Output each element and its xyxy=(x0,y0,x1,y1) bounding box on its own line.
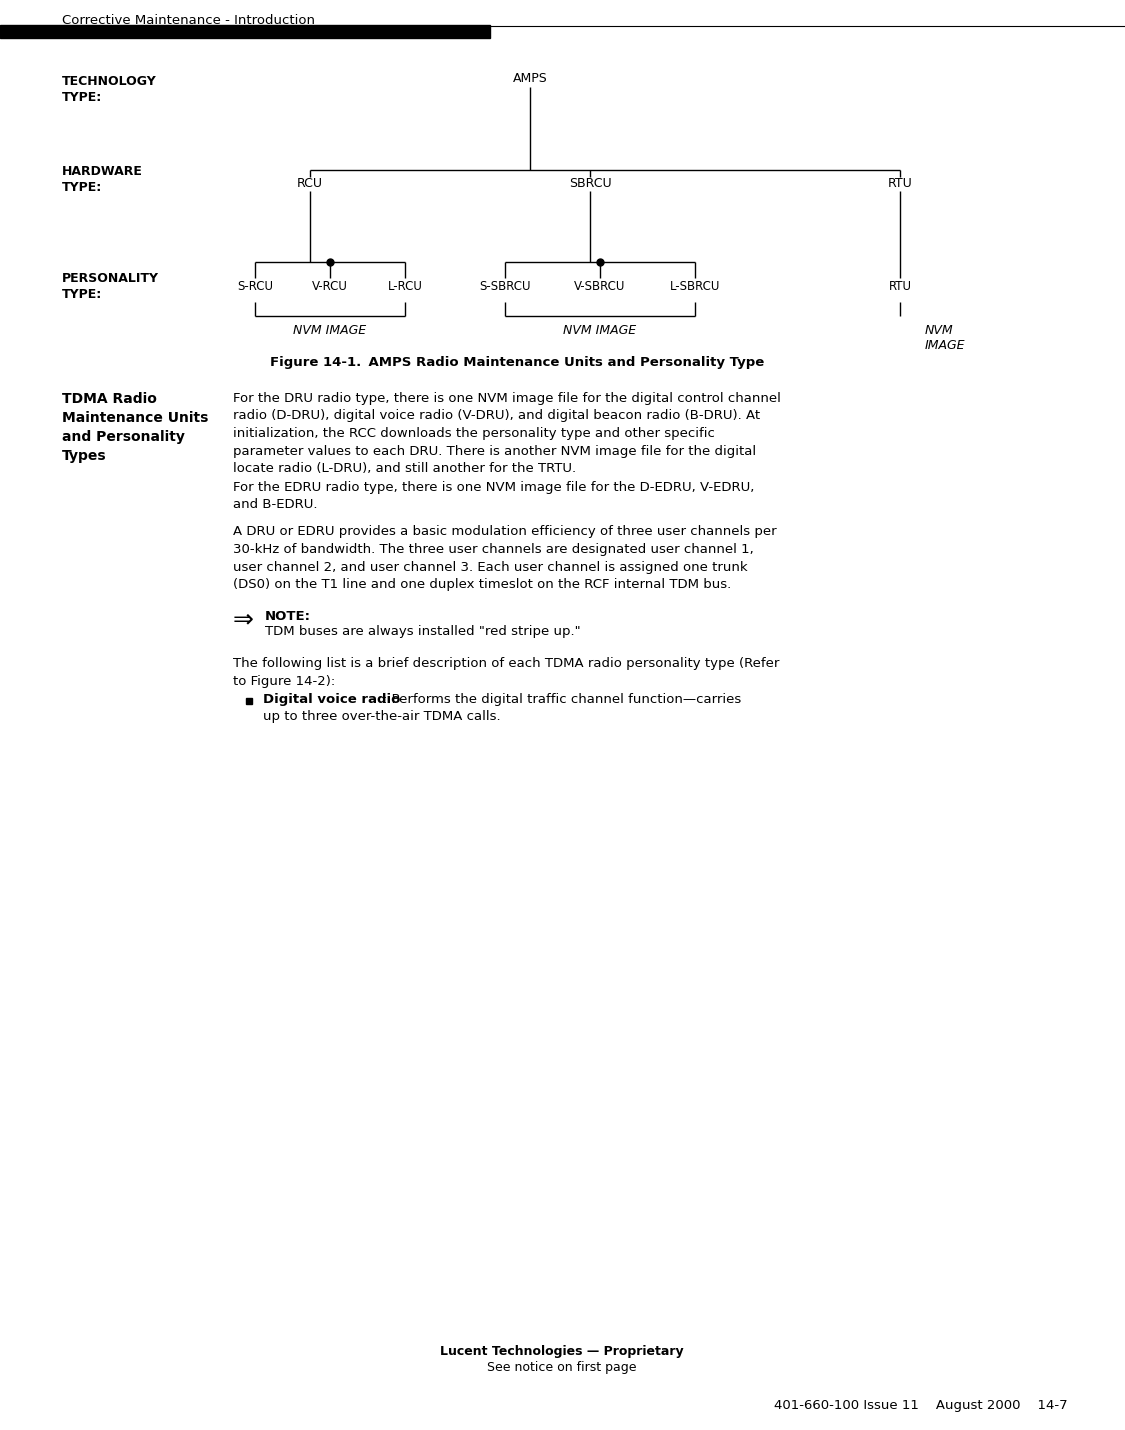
Text: A DRU or EDRU provides a basic modulation efficiency of three user channels per
: A DRU or EDRU provides a basic modulatio… xyxy=(233,525,776,591)
Text: : Performs the digital traffic channel function—carries: : Performs the digital traffic channel f… xyxy=(382,694,741,706)
Text: TDM buses are always installed "red stripe up.": TDM buses are always installed "red stri… xyxy=(266,625,580,638)
Text: L-SBRCU: L-SBRCU xyxy=(669,280,720,293)
Text: up to three over-the-air TDMA calls.: up to three over-the-air TDMA calls. xyxy=(263,711,501,724)
Text: See notice on first page: See notice on first page xyxy=(487,1361,637,1374)
Text: NOTE:: NOTE: xyxy=(266,609,311,622)
Text: V-RCU: V-RCU xyxy=(312,280,348,293)
Text: The following list is a brief description of each TDMA radio personality type (R: The following list is a brief descriptio… xyxy=(233,658,780,688)
Text: RCU: RCU xyxy=(297,177,323,190)
Text: For the DRU radio type, there is one NVM image file for the digital control chan: For the DRU radio type, there is one NVM… xyxy=(233,392,781,475)
Text: NVM IMAGE: NVM IMAGE xyxy=(564,325,637,337)
Text: AMPS: AMPS xyxy=(513,72,548,84)
Text: RTU: RTU xyxy=(888,177,912,190)
Text: Lucent Technologies — Proprietary: Lucent Technologies — Proprietary xyxy=(440,1346,684,1358)
Text: S-RCU: S-RCU xyxy=(237,280,273,293)
Text: SBRCU: SBRCU xyxy=(569,177,611,190)
Text: Figure 14-1.: Figure 14-1. xyxy=(270,356,361,369)
Text: HARDWARE
TYPE:: HARDWARE TYPE: xyxy=(62,164,143,194)
Text: S-SBRCU: S-SBRCU xyxy=(479,280,531,293)
Bar xyxy=(0,24,490,39)
Text: Corrective Maintenance - Introduction: Corrective Maintenance - Introduction xyxy=(62,14,315,27)
Text: TECHNOLOGY
TYPE:: TECHNOLOGY TYPE: xyxy=(62,74,156,104)
Text: 401-660-100 Issue 11    August 2000    14-7: 401-660-100 Issue 11 August 2000 14-7 xyxy=(774,1399,1068,1411)
Text: TDMA Radio
Maintenance Units
and Personality
Types: TDMA Radio Maintenance Units and Persona… xyxy=(62,392,208,463)
Text: For the EDRU radio type, there is one NVM image file for the D-EDRU, V-EDRU,
and: For the EDRU radio type, there is one NV… xyxy=(233,480,755,511)
Text: AMPS Radio Maintenance Units and Personality Type: AMPS Radio Maintenance Units and Persona… xyxy=(350,356,764,369)
Text: NVM IMAGE: NVM IMAGE xyxy=(294,325,367,337)
Text: Digital voice radio: Digital voice radio xyxy=(263,694,400,706)
Text: V-SBRCU: V-SBRCU xyxy=(575,280,626,293)
Text: NVM
IMAGE: NVM IMAGE xyxy=(925,325,965,352)
Text: RTU: RTU xyxy=(889,280,911,293)
Text: L-RCU: L-RCU xyxy=(387,280,423,293)
Text: PERSONALITY
TYPE:: PERSONALITY TYPE: xyxy=(62,272,159,300)
Text: ⇒: ⇒ xyxy=(233,608,254,632)
